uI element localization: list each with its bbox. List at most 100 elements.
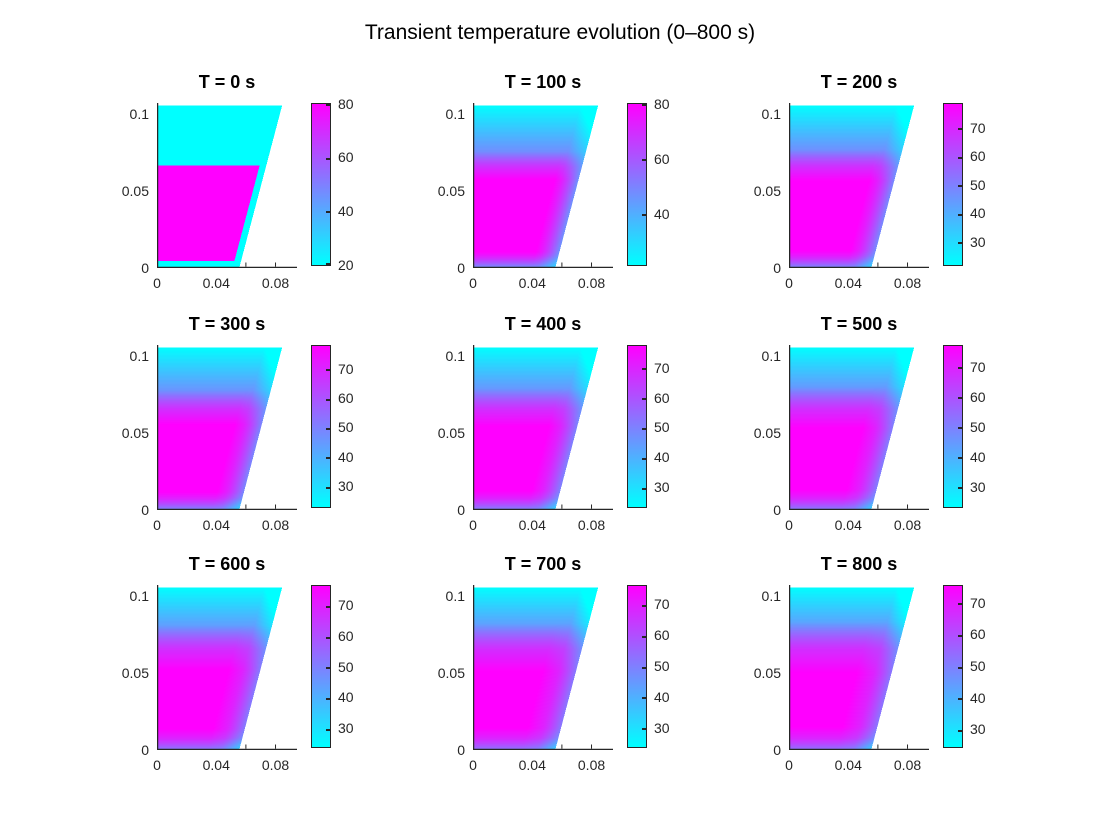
colorbar-tick-label: 60 [654,389,670,406]
x-tick-label: 0.08 [893,275,922,291]
x-tick-label: 0.08 [261,517,290,533]
colorbar-tick-mark [958,729,962,732]
colorbar-tick-mark [642,604,646,607]
colorbar-tick-mark [958,213,962,216]
y-tick-label: 0.05 [121,424,149,441]
colorbar-tick-mark [958,242,962,245]
colorbar-tick-mark [642,159,646,162]
temperature-heatmap-canvas [473,103,613,268]
colorbar-tick-label: 80 [654,95,670,112]
colorbar-tick-mark [326,486,330,489]
colorbar-tick-mark [326,427,330,430]
colorbar-tick-label: 60 [338,390,354,407]
subplot-title: T = 800 s [820,554,898,574]
subplot-title: T = 600 s [188,554,266,574]
y-tick-label: 0.05 [753,424,781,441]
colorbar [943,103,963,266]
subplot: T = 700 s 0 0.05 0.1 0 0.04 0.08 30 40 50 60 70 [421,554,721,799]
y-tick-label: 0 [773,260,781,276]
colorbar-tick-mark [326,636,330,639]
colorbar-tick-label: 40 [338,202,354,219]
colorbar-tick-mark [958,185,962,188]
subplot: T = 200 s 0 0.05 0.1 0 0.04 0.08 30 40 50 60 70 [737,72,1037,317]
colorbar-tick-mark [642,487,646,490]
y-tick-label: 0.1 [761,105,781,122]
colorbar-tick-mark [958,457,962,460]
colorbar-tick-label: 40 [654,205,670,222]
temperature-heatmap-canvas [157,103,297,268]
subplot-title: T = 100 s [504,72,582,92]
colorbar-tick-mark [326,263,330,265]
subplot-title: T = 0 s [198,72,256,92]
colorbar-tick-mark [642,728,646,731]
colorbar-tick-label: 40 [654,449,670,466]
colorbar-tick-mark [958,397,962,400]
y-tick-label: 0 [141,260,149,276]
subplot-title: T = 300 s [188,314,266,334]
subplot-title: T = 700 s [504,554,582,574]
subplot: T = 100 s 0 0.05 0.1 0 0.04 0.08 40 60 80 [421,72,721,317]
colorbar-tick-mark [642,635,646,638]
colorbar-tick-label: 60 [970,626,986,643]
x-tick-label: 0 [785,517,793,533]
colorbar-tick-label: 70 [654,359,670,376]
colorbar-tick-label: 60 [338,149,354,166]
colorbar-tick-label: 70 [338,360,354,377]
colorbar-tick-mark [958,698,962,701]
y-tick-label: 0.05 [121,664,149,681]
y-tick-label: 0.05 [121,182,149,199]
y-tick-label: 0 [457,502,465,518]
y-tick-label: 0.05 [753,182,781,199]
y-tick-label: 0.1 [445,347,465,364]
colorbar-tick-label: 50 [338,658,354,675]
colorbar-tick-mark [326,457,330,460]
x-tick-label: 0 [469,757,477,773]
y-tick-label: 0.1 [129,587,149,604]
colorbar-tick-label: 30 [654,479,670,496]
colorbar-tick-mark [958,156,962,159]
colorbar-tick-label: 50 [970,176,986,193]
colorbar [627,585,647,748]
x-tick-label: 0.08 [893,757,922,773]
x-tick-label: 0.08 [577,517,606,533]
y-tick-label: 0.05 [437,664,465,681]
x-tick-label: 0 [153,517,161,533]
y-tick-label: 0 [773,502,781,518]
x-tick-label: 0.04 [834,517,862,533]
figure-title: Transient temperature evolution (0–800 s… [364,21,756,44]
subplot: T = 800 s 0 0.05 0.1 0 0.04 0.08 30 40 50 60 70 [737,554,1037,799]
colorbar-tick-label: 50 [654,419,670,436]
y-tick-label: 0.1 [129,347,149,364]
colorbar-tick-mark [642,666,646,669]
colorbar-tick-label: 30 [654,719,670,736]
colorbar-tick-mark [958,603,962,606]
subplot-title: T = 400 s [504,314,582,334]
colorbar-tick-label: 70 [970,358,986,375]
colorbar-tick-label: 30 [970,233,986,250]
colorbar-tick-label: 70 [654,596,670,613]
colorbar-tick-label: 50 [970,418,986,435]
colorbar-tick-mark [958,487,962,490]
colorbar-tick-label: 50 [970,658,986,674]
colorbar-tick-label: 60 [970,388,986,405]
colorbar-tick-mark [326,369,330,372]
colorbar-tick-mark [642,457,646,460]
x-tick-label: 0 [153,275,161,291]
temperature-heatmap-canvas [157,345,297,510]
x-tick-label: 0.08 [577,757,606,773]
colorbar [311,345,331,508]
colorbar-tick-mark [326,605,330,608]
colorbar-tick-mark [326,211,330,214]
subplot-title: T = 500 s [820,314,898,334]
colorbar-tick-mark [958,367,962,370]
y-tick-label: 0.1 [761,587,781,604]
y-tick-label: 0.05 [437,424,465,441]
x-tick-label: 0.04 [202,275,230,291]
colorbar-tick-mark [326,104,330,106]
temperature-heatmap-canvas [157,585,297,750]
colorbar-tick-mark [958,128,962,131]
x-tick-label: 0 [469,275,477,291]
colorbar-tick-mark [326,157,330,160]
temperature-heatmap-canvas [789,585,929,750]
